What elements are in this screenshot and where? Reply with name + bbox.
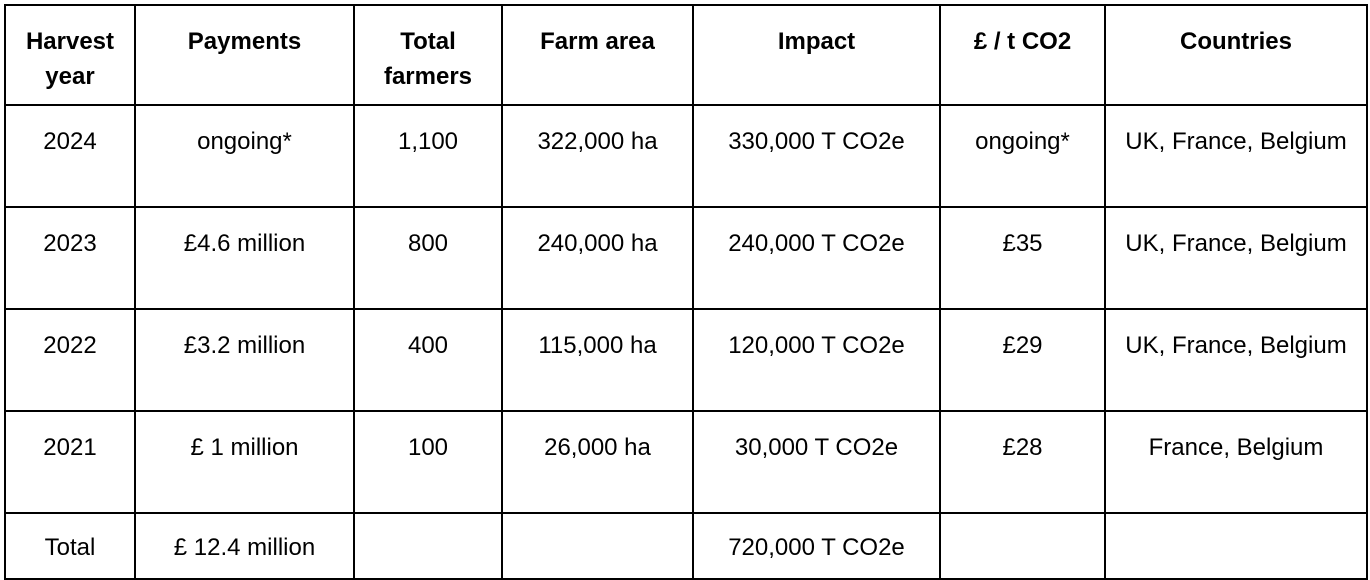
cell-payments: £3.2 million [134, 308, 355, 412]
cell-total-farmers: 800 [353, 206, 503, 310]
cell-total-label: Total [4, 512, 136, 580]
cell-payments: ongoing* [134, 104, 355, 208]
cell-harvest-year: 2023 [4, 206, 136, 310]
cell-total-price-empty [939, 512, 1106, 580]
cell-farm-area: 115,000 ha [501, 308, 694, 412]
header-impact: Impact [692, 4, 941, 106]
cell-countries: UK, France, Belgium [1104, 104, 1368, 208]
cell-price-per-tonne: £35 [939, 206, 1106, 310]
cell-total-countries-empty [1104, 512, 1368, 580]
total-row: Total £ 12.4 million 720,000 T CO2e [4, 512, 1368, 580]
table-row: 2021 £ 1 million 100 26,000 ha 30,000 T … [4, 410, 1368, 514]
cell-impact: 30,000 T CO2e [692, 410, 941, 514]
cell-impact: 330,000 T CO2e [692, 104, 941, 208]
cell-countries: UK, France, Belgium [1104, 206, 1368, 310]
header-countries: Countries [1104, 4, 1368, 106]
cell-farm-area: 26,000 ha [501, 410, 694, 514]
cell-harvest-year: 2022 [4, 308, 136, 412]
cell-countries: France, Belgium [1104, 410, 1368, 514]
cell-total-farmers: 1,100 [353, 104, 503, 208]
header-farm-area: Farm area [501, 4, 694, 106]
cell-farm-area: 322,000 ha [501, 104, 694, 208]
cell-price-per-tonne: ongoing* [939, 104, 1106, 208]
cell-total-farmers: 100 [353, 410, 503, 514]
cell-payments: £4.6 million [134, 206, 355, 310]
cell-price-per-tonne: £28 [939, 410, 1106, 514]
table-row: 2023 £4.6 million 800 240,000 ha 240,000… [4, 206, 1368, 310]
table-row: 2024 ongoing* 1,100 322,000 ha 330,000 T… [4, 104, 1368, 208]
harvest-summary-table: Harvest year Payments Total farmers Farm… [4, 4, 1368, 580]
cell-impact: 240,000 T CO2e [692, 206, 941, 310]
cell-payments: £ 1 million [134, 410, 355, 514]
cell-total-farmers: 400 [353, 308, 503, 412]
header-payments: Payments [134, 4, 355, 106]
cell-total-farm-area-empty [501, 512, 694, 580]
header-total-farmers: Total farmers [353, 4, 503, 106]
header-row: Harvest year Payments Total farmers Farm… [4, 4, 1368, 106]
cell-harvest-year: 2021 [4, 410, 136, 514]
header-price-per-tonne: £ / t CO2 [939, 4, 1106, 106]
cell-total-farmers-empty [353, 512, 503, 580]
header-harvest-year: Harvest year [4, 4, 136, 106]
cell-farm-area: 240,000 ha [501, 206, 694, 310]
cell-price-per-tonne: £29 [939, 308, 1106, 412]
cell-total-payments: £ 12.4 million [134, 512, 355, 580]
cell-total-impact: 720,000 T CO2e [692, 512, 941, 580]
cell-impact: 120,000 T CO2e [692, 308, 941, 412]
cell-countries: UK, France, Belgium [1104, 308, 1368, 412]
table-row: 2022 £3.2 million 400 115,000 ha 120,000… [4, 308, 1368, 412]
cell-harvest-year: 2024 [4, 104, 136, 208]
